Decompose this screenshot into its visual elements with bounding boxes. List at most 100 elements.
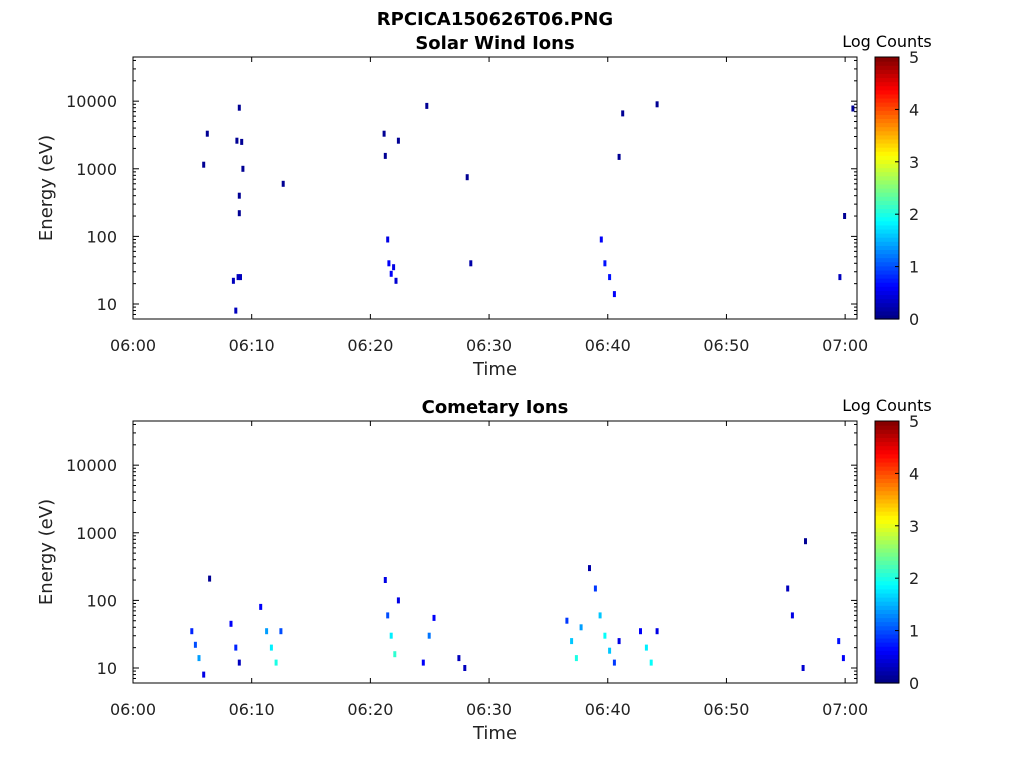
heatmap-cell (427, 632, 431, 639)
colorbar-segment (875, 142, 899, 148)
colorbar-segment (875, 568, 899, 574)
colorbar-segment (875, 302, 899, 308)
heatmap-cell (570, 638, 574, 645)
heatmap-cell (231, 277, 235, 284)
colorbar-segment (875, 138, 899, 144)
colorbar-segment (875, 253, 899, 259)
heatmap-cell (279, 628, 283, 635)
colorbar-segment (875, 73, 899, 79)
colorbar-segment (875, 306, 899, 312)
colorbar-segment (875, 126, 899, 132)
colorbar-segment (875, 584, 899, 590)
colorbar-segment (875, 642, 899, 647)
heatmap-cell (234, 644, 238, 651)
heatmap-cell (599, 236, 603, 243)
colorbar-segment (875, 159, 899, 165)
colorbar-segment (875, 552, 899, 557)
heatmap-cell (236, 274, 240, 281)
colorbar-segment (875, 65, 899, 70)
colorbar-tick-label: 5 (909, 48, 919, 67)
y-tick-label: 1000 (76, 160, 117, 179)
heatmap-cell (396, 597, 400, 604)
heatmap-cell (239, 274, 242, 281)
colorbar-segment (875, 613, 899, 619)
colorbar-segment (875, 564, 899, 569)
heatmap-cell (617, 638, 621, 645)
heatmap-cell (655, 628, 659, 635)
heatmap-cell (598, 612, 602, 619)
x-tick-label: 07:00 (822, 700, 868, 719)
heatmap-cell (644, 644, 648, 651)
heatmap-cell (386, 612, 390, 619)
colorbar-segment (875, 204, 899, 210)
colorbar-segment (875, 147, 899, 152)
colorbar-segment (875, 106, 899, 111)
colorbar-segment (875, 556, 899, 561)
colorbar-label: Log Counts (842, 32, 932, 51)
heatmap-cell (851, 105, 855, 112)
colorbar-segment (875, 486, 899, 492)
colorbar-segment (875, 482, 899, 488)
colorbar-segment (875, 97, 899, 103)
colorbar-segment (875, 433, 899, 438)
colorbar-segment (875, 506, 899, 512)
colorbar-segment (875, 609, 899, 614)
panel-title: Solar Wind Ions (415, 33, 574, 54)
y-tick-label: 10000 (66, 92, 117, 111)
colorbar-segment (875, 290, 899, 296)
heatmap-cell (265, 628, 269, 635)
colorbar-segment (875, 183, 899, 189)
colorbar-segment (875, 273, 899, 279)
colorbar-segment (875, 179, 899, 185)
heatmap-cell (389, 632, 393, 639)
heatmap-cell (241, 165, 245, 172)
colorbar-tick-label: 1 (909, 258, 919, 277)
colorbar-segment (875, 425, 899, 430)
x-tick-label: 06:30 (466, 700, 512, 719)
colorbar-segment (875, 175, 899, 181)
colorbar-segment (875, 670, 899, 676)
cometary-panel: Cometary Ions 06:00 06:10 06:20 06:30 06:40 0… (36, 396, 932, 744)
colorbar-segment (875, 69, 899, 74)
colorbar-segment (875, 102, 899, 107)
colorbar-segment (875, 118, 899, 124)
heatmap-cell (603, 260, 607, 267)
colorbar-segment (875, 535, 899, 541)
colorbar-segment (875, 77, 899, 83)
x-tick-label: 06:10 (229, 700, 275, 719)
colorbar-segment (875, 114, 899, 119)
heatmap-cell (457, 655, 461, 662)
colorbar-segment (875, 453, 899, 459)
colorbar-segment (875, 310, 899, 316)
colorbar-segment (875, 457, 899, 463)
colorbar-segment (875, 171, 899, 177)
y-tick-label: 1000 (76, 524, 117, 543)
colorbar-segment (875, 519, 899, 524)
colorbar-segment (875, 249, 899, 255)
heatmap-cell (603, 632, 607, 639)
colorbar-tick-label: 1 (909, 622, 919, 641)
colorbar-segment (875, 151, 899, 156)
colorbar-segment (875, 294, 899, 300)
colorbar-segment (875, 237, 899, 242)
colorbar-segment (875, 93, 899, 99)
heatmap-cell (421, 659, 425, 666)
colorbar-segment (875, 597, 899, 602)
colorbar-segment (875, 637, 899, 643)
colorbar-segment (875, 188, 899, 193)
heatmap-cell (392, 264, 396, 271)
heatmap-cell (465, 174, 469, 181)
heatmap-cell (593, 585, 597, 592)
x-tick-label: 06:40 (585, 336, 631, 355)
y-tick-label: 10 (97, 295, 117, 314)
heatmap-cell (389, 270, 393, 277)
heatmap-cell (579, 624, 583, 631)
colorbar-segment (875, 461, 899, 467)
colorbar-tick-label: 2 (909, 569, 919, 588)
x-tick-label: 06:30 (466, 336, 512, 355)
colorbar-segment (875, 212, 899, 218)
colorbar-segment (875, 224, 899, 230)
colorbar-segment (875, 282, 899, 287)
colorbar-segment (875, 572, 899, 578)
